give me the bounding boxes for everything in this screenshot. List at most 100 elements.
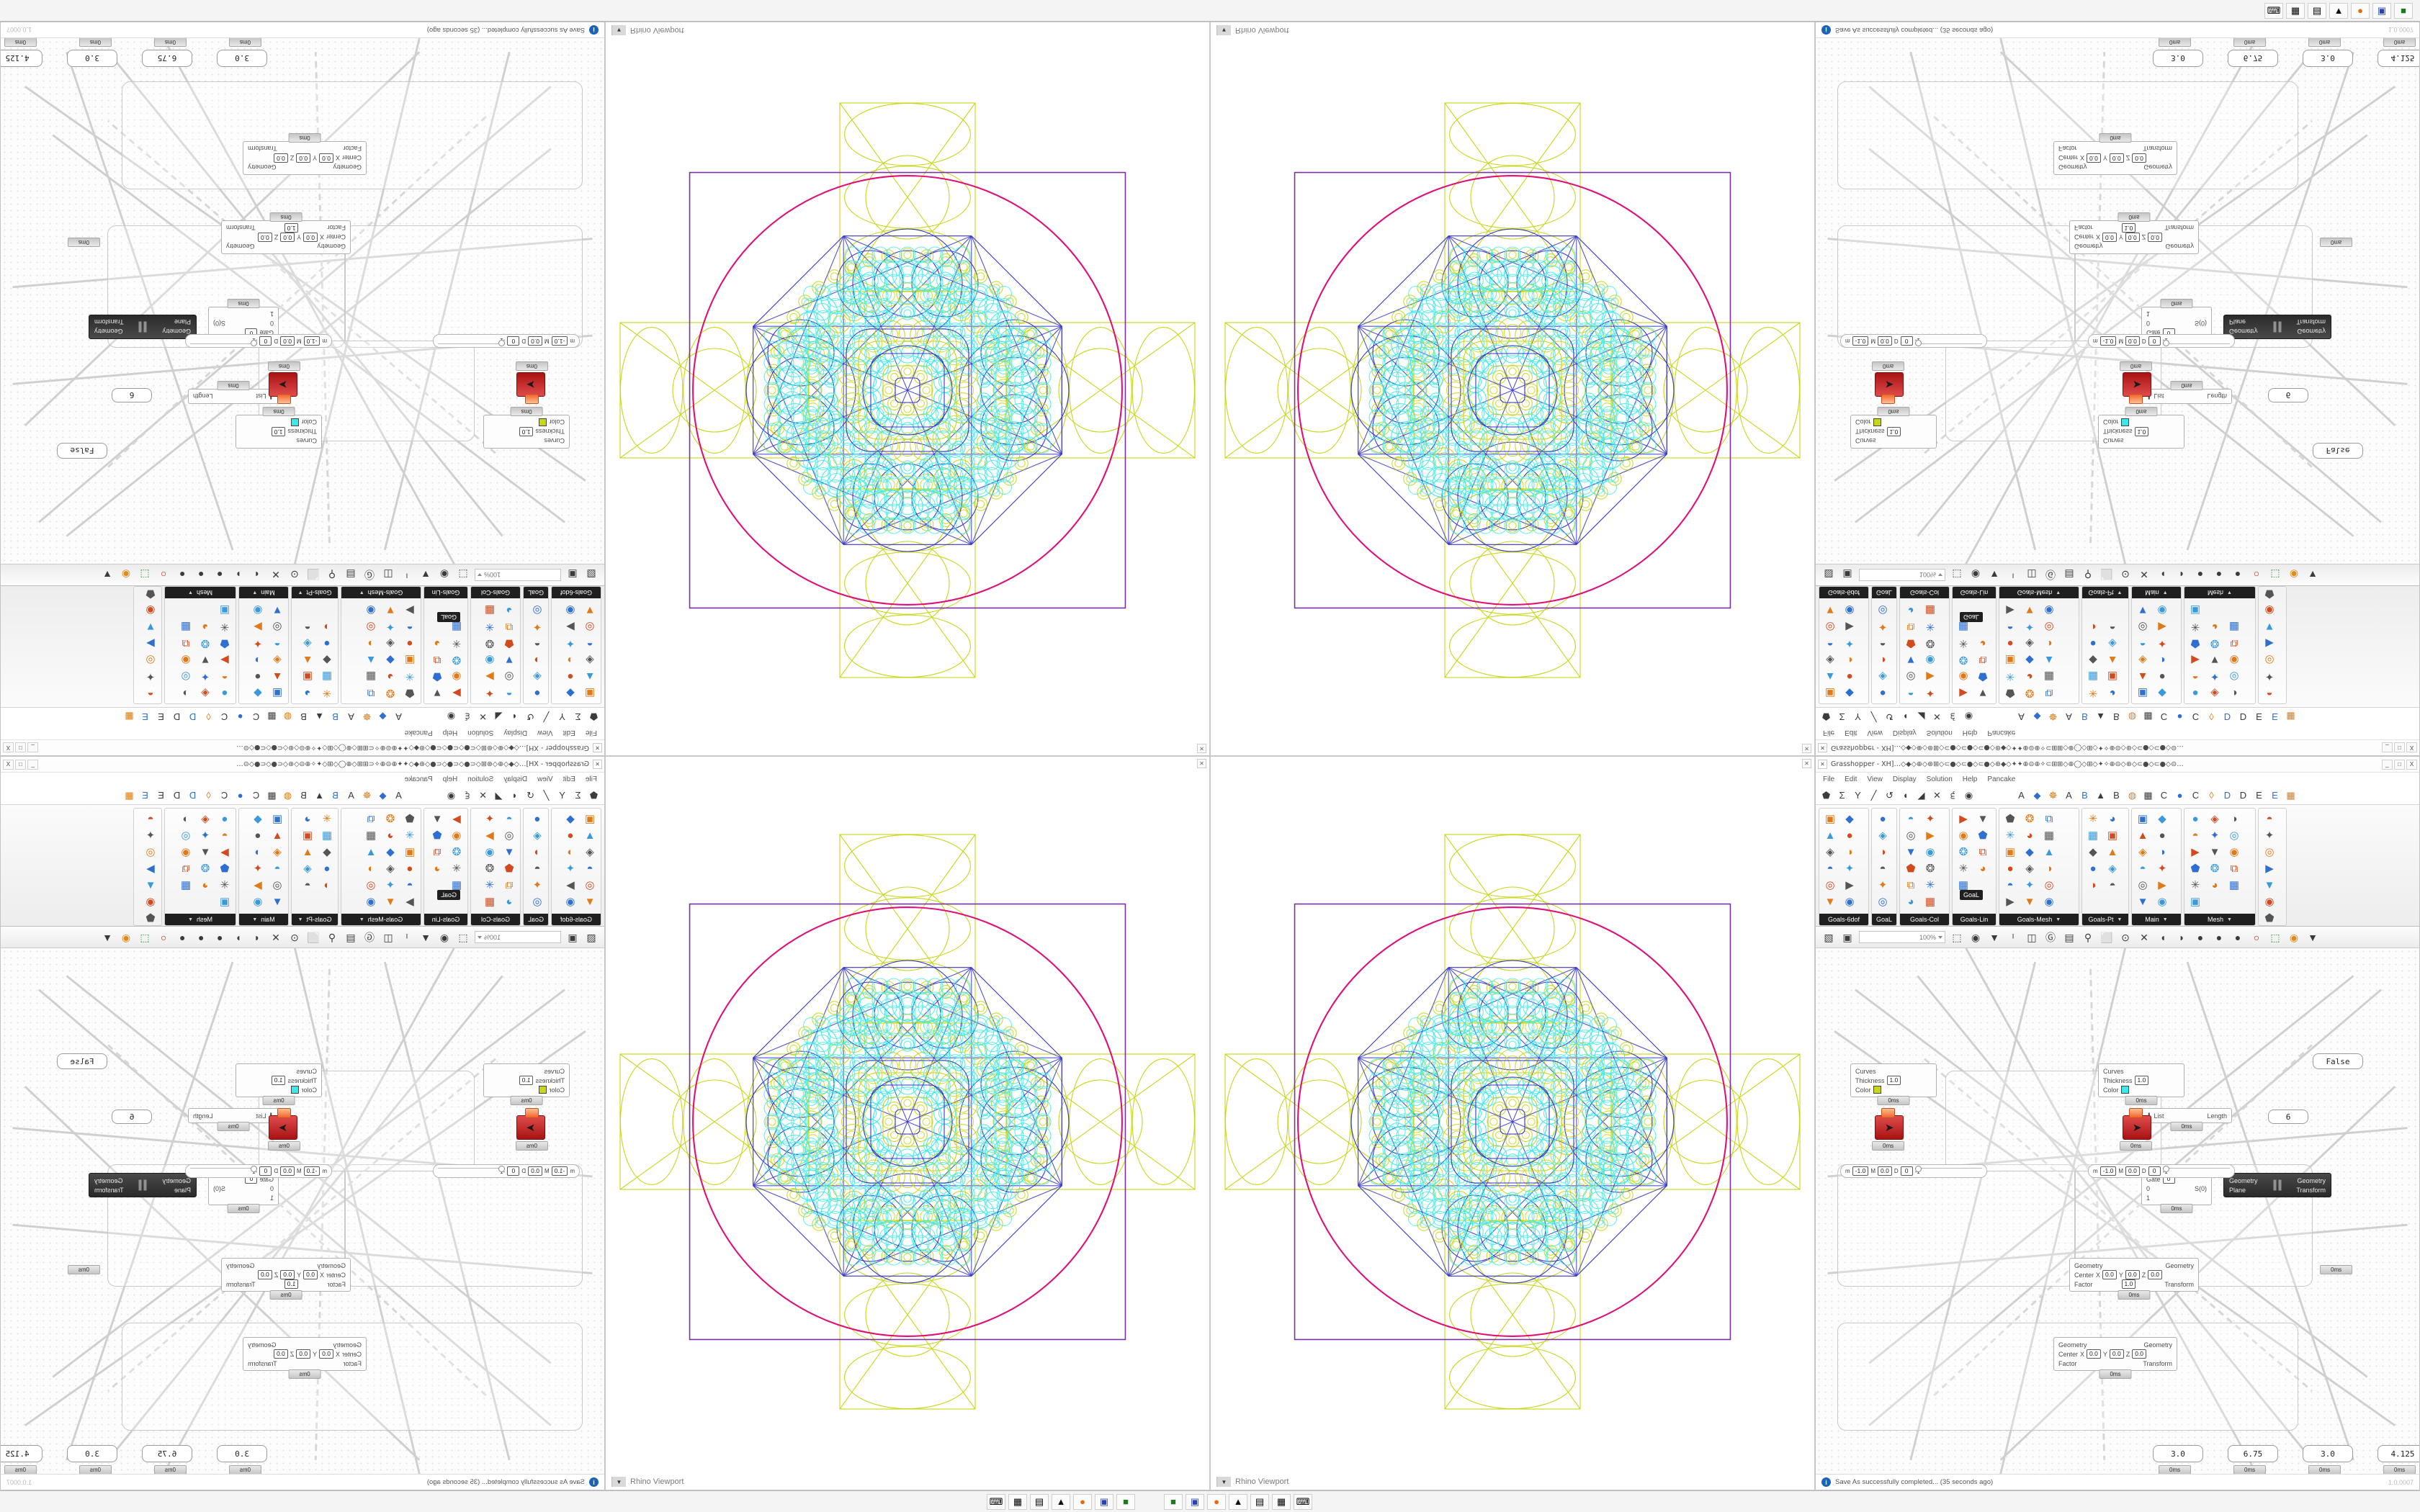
center-z-field[interactable]: 0.0 <box>273 153 288 163</box>
bake-icon[interactable]: ▼ <box>421 931 431 943</box>
slider-max-field[interactable]: 0.0 <box>280 336 295 346</box>
palette-icon-16[interactable]: E <box>142 711 148 723</box>
component-icon[interactable]: ▼ <box>2024 895 2035 908</box>
component-icon[interactable]: ⬟ <box>145 588 156 600</box>
palette-icon-4[interactable]: B <box>2081 711 2088 723</box>
ribbon-tab-goals-pt[interactable]: Goals-Pt ▼ <box>2082 587 2128 598</box>
component-icon[interactable]: ▲ <box>2137 829 2148 842</box>
floating-goal-chip[interactable]: GoaL <box>1960 890 1984 900</box>
component-icon[interactable]: ● <box>2159 670 2166 683</box>
component-icon[interactable]: ⬟ <box>432 829 442 842</box>
rhino-icon[interactable]: ▲ <box>1229 1493 1247 1510</box>
center-z-field[interactable]: 0.0 <box>257 1270 272 1279</box>
slider-min-field[interactable]: -1.0 <box>551 336 568 346</box>
menu-item-pancake[interactable]: Pancake <box>404 775 433 783</box>
sets-icon[interactable]: Υ <box>1855 711 1861 723</box>
component-icon[interactable]: ❂ <box>452 654 462 667</box>
terminal-icon[interactable]: ⌨ <box>987 1493 1005 1510</box>
component-icon[interactable]: ✳ <box>220 878 230 891</box>
viewport-canvas[interactable] <box>606 38 1209 742</box>
number-panel[interactable]: 6.75 <box>2228 50 2278 67</box>
slider-min-field[interactable]: -1.0 <box>1852 336 1869 346</box>
palette-icon-11[interactable]: C <box>220 789 228 801</box>
mesh-icon[interactable]: ◢ <box>495 789 503 801</box>
palette-icon-9[interactable]: C <box>252 711 260 723</box>
number-panel[interactable]: 3.0 <box>67 50 117 67</box>
component-icon[interactable]: ▦ <box>484 895 496 908</box>
palette-icon-7[interactable]: ◍ <box>2128 789 2137 801</box>
component-icon[interactable]: ◕ <box>2109 812 2116 825</box>
component-icon[interactable]: ✦ <box>565 862 575 875</box>
palette-icon-17[interactable]: ▦ <box>125 789 134 801</box>
component-icon[interactable]: ▼ <box>2137 604 2148 617</box>
cluster-icon[interactable]: ◫ <box>2027 931 2037 943</box>
save-icon[interactable]: ▣ <box>568 569 578 581</box>
viewport-canvas[interactable] <box>1211 38 1814 742</box>
component-icon[interactable]: ◓ <box>274 637 281 650</box>
component-icon[interactable]: ▶ <box>254 621 262 634</box>
save-64-icon[interactable]: ■ <box>1164 1493 1183 1510</box>
number-panel[interactable]: 3.0 <box>217 1445 267 1462</box>
component-icon[interactable]: ◕ <box>1907 604 1914 617</box>
component-icon[interactable]: ● <box>254 670 261 683</box>
zoom-level-input[interactable]: 100% <box>1859 931 1945 943</box>
number-panel[interactable]: 3.0 <box>2153 50 2203 67</box>
component-icon[interactable]: ▲ <box>365 845 377 858</box>
component-icon[interactable]: ◈ <box>2108 862 2117 875</box>
component-icon[interactable]: ◓ <box>2109 878 2116 891</box>
component-icon[interactable]: ▣ <box>2190 604 2201 617</box>
component-icon[interactable]: ✳ <box>2190 621 2200 634</box>
list-length-result-panel[interactable]: 6 <box>112 388 152 402</box>
component-icon[interactable]: ▣ <box>302 829 313 842</box>
profiler-icon[interactable]: ᴵ <box>405 569 408 581</box>
component-icon[interactable]: ⧉ <box>505 621 514 634</box>
menu-item-pancake[interactable]: Pancake <box>404 729 433 737</box>
component-icon[interactable]: ▲ <box>2107 845 2118 858</box>
component-icon[interactable]: ▼ <box>2264 621 2275 634</box>
component-icon[interactable]: ✦ <box>200 670 210 683</box>
preview-off-icon[interactable]: ● <box>216 931 223 943</box>
component-icon[interactable]: ▼ <box>272 604 283 617</box>
maximize-button[interactable]: □ <box>15 742 26 753</box>
component-icon[interactable]: ✦ <box>2264 670 2275 683</box>
component-icon[interactable]: ⧉ <box>433 654 442 667</box>
chevron-down-icon[interactable]: ▼ <box>297 917 303 922</box>
palette-icon-11[interactable]: C <box>2192 789 2200 801</box>
component-icon[interactable]: ◎ <box>2229 670 2239 683</box>
save-64-icon[interactable]: ■ <box>2394 2 2413 19</box>
palette-icon-6[interactable]: B <box>300 789 307 801</box>
category-icon-bar[interactable]: ⬟ Σ Υ ╱ ↺ ◖ ◢ ✕ ੬ ◉ A ◆ ☸ A B ▲ B ◍ ▦ C ● C ◊ D D E E ▦ <box>1816 786 2419 804</box>
ribbon-tab-goals-lin[interactable]: Goals-Lin <box>424 587 467 598</box>
maximize-button[interactable]: □ <box>2394 759 2405 770</box>
menu-item-file[interactable]: File <box>585 775 597 783</box>
center-x-field[interactable]: 0.0 <box>2102 233 2117 242</box>
menu-item-file[interactable]: File <box>1823 775 1835 783</box>
boolean-panel[interactable]: False <box>2313 1053 2363 1069</box>
component-icon[interactable]: ▶ <box>1959 687 1968 700</box>
component-icon[interactable]: ✳ <box>452 862 462 875</box>
palette-icon-17[interactable]: ▦ <box>125 711 134 723</box>
component-icon[interactable]: ▼ <box>2137 895 2148 908</box>
palette-icon-2[interactable]: ☸ <box>362 789 372 801</box>
component-icon[interactable]: ◆ <box>2158 812 2166 825</box>
ribbon-tab-goals-col[interactable]: Goals-Col <box>1900 587 1949 598</box>
maths-icon[interactable]: Σ <box>1839 711 1845 723</box>
canvas-toolbar[interactable]: ▧ ▣ 100% ⬚ ◉ ▼ ᴵ ◫ Ⓖ ▤ ⚲ ⬜ ⊙ ✕ ◖ ◗ ● ● ● ○ ⬚ ◉ ▼ <box>1816 927 2419 948</box>
component-icon[interactable]: ❂ <box>2025 687 2035 700</box>
save-icon[interactable]: ▣ <box>1842 569 1852 581</box>
close-icon[interactable]: ✕ <box>1802 758 1811 768</box>
vector-icon[interactable]: ╱ <box>1870 789 1877 801</box>
component-icon[interactable]: ● <box>406 637 413 650</box>
floating-goal-chip[interactable]: GoaL <box>1960 612 1984 622</box>
vector-icon[interactable]: ╱ <box>543 789 550 801</box>
component-icon[interactable]: ▶ <box>405 604 414 617</box>
sets-icon[interactable]: Υ <box>559 789 565 801</box>
ribbon-tab-main[interactable]: Main ▼ <box>2132 914 2181 925</box>
component-icon[interactable]: ◓ <box>506 687 513 700</box>
params-icon[interactable]: ⬟ <box>1821 711 1831 723</box>
component-icon[interactable]: ▼ <box>385 895 396 908</box>
component-icon[interactable]: ⧉ <box>505 878 514 891</box>
component-icon[interactable]: ✳ <box>322 687 332 700</box>
component-icon[interactable]: ◓ <box>2139 637 2146 650</box>
canvas-toolbar[interactable]: ▧ ▣ 100% ⬚ ◉ ▼ ᴵ ◫ Ⓖ ▤ ⚲ ⬜ ⊙ ✕ ◖ ◗ ● ● ● ○ ⬚ ◉ ▼ <box>1816 564 2419 585</box>
